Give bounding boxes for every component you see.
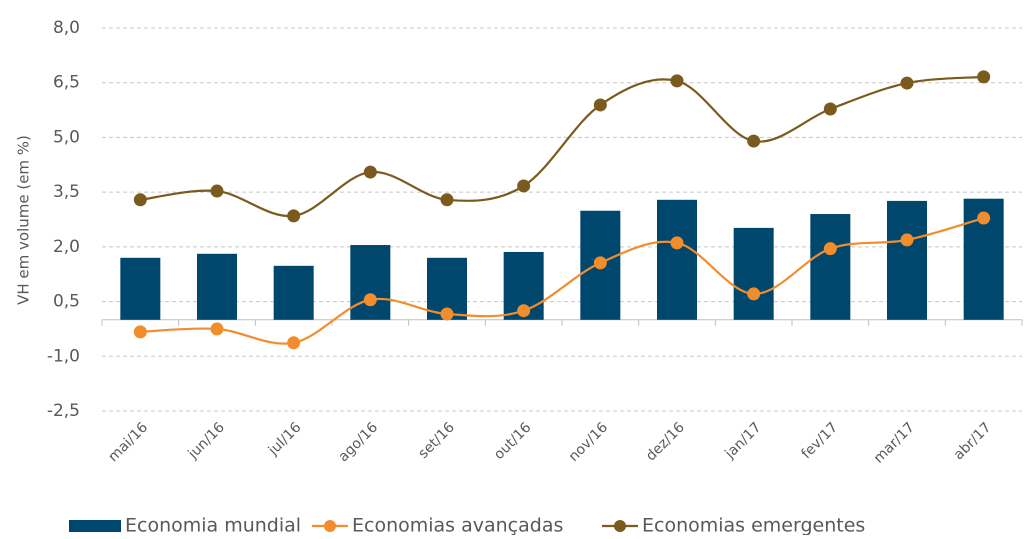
marker <box>747 134 761 148</box>
x-tick-label: mai/16 <box>105 419 151 465</box>
x-tick-label: fev/17 <box>798 420 841 463</box>
y-tick-label: 2,0 <box>53 237 80 257</box>
legend-label: Economias emergentes <box>642 515 865 536</box>
marker <box>287 209 301 223</box>
x-tick-label: jul/16 <box>265 419 305 459</box>
legend-swatch <box>69 520 121 532</box>
marker <box>823 102 837 116</box>
marker <box>593 256 607 270</box>
x-tick-label: jan/17 <box>721 420 764 463</box>
y-tick-label: 6,5 <box>53 73 80 93</box>
bar <box>810 214 851 320</box>
marker <box>670 74 684 88</box>
bar <box>733 227 774 320</box>
legend-label: Economia mundial <box>125 515 301 536</box>
legend-swatch <box>324 520 336 532</box>
x-tick-label: out/16 <box>491 419 535 463</box>
marker <box>440 307 454 321</box>
x-tick-label: jun/16 <box>185 419 228 462</box>
legend-label: Economias avançadas <box>352 515 563 536</box>
marker <box>133 193 147 207</box>
x-tick-label: mar/17 <box>871 420 918 467</box>
marker <box>210 322 224 336</box>
legend-swatch <box>614 520 626 532</box>
y-tick-label: 0,5 <box>53 292 80 312</box>
marker <box>287 336 301 350</box>
marker <box>900 233 914 247</box>
marker <box>900 76 914 90</box>
marker <box>670 236 684 250</box>
bar <box>273 265 314 320</box>
marker <box>517 179 531 193</box>
marker <box>517 304 531 318</box>
bar <box>197 253 237 320</box>
bar <box>350 245 391 320</box>
x-tick-label: ago/16 <box>336 419 382 465</box>
bar <box>887 200 927 320</box>
marker <box>440 193 454 207</box>
y-axis-label: VH em volume (em %) <box>15 135 33 305</box>
marker <box>823 242 837 256</box>
marker <box>747 287 761 301</box>
x-tick-label: set/16 <box>415 419 457 461</box>
marker <box>210 184 224 198</box>
y-tick-label: -2,5 <box>47 401 80 421</box>
marker <box>363 293 377 307</box>
x-tick-label: abr/17 <box>951 420 995 464</box>
marker <box>977 211 991 225</box>
marker <box>363 165 377 179</box>
marker <box>977 70 991 84</box>
marker <box>133 325 147 339</box>
bar <box>120 257 161 320</box>
y-tick-label: 3,5 <box>53 182 80 202</box>
x-tick-label: dez/16 <box>643 419 688 464</box>
y-tick-label: 8,0 <box>53 18 80 38</box>
y-tick-label: -1,0 <box>47 346 80 366</box>
x-tick-label: nov/16 <box>566 419 612 465</box>
bar <box>657 199 697 320</box>
y-tick-label: 5,0 <box>53 127 80 147</box>
marker <box>593 98 607 112</box>
line <box>140 75 984 218</box>
